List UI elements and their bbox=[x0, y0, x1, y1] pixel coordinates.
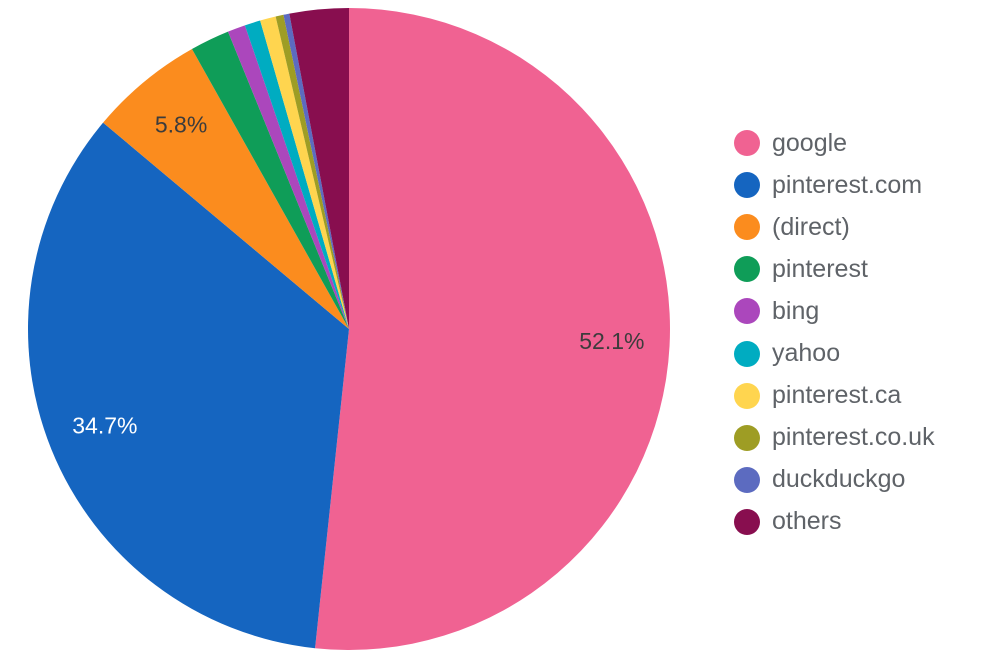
pie-slice-others bbox=[289, 8, 349, 329]
legend-swatch-icon bbox=[734, 256, 760, 283]
legend-item: yahoo bbox=[734, 332, 935, 374]
legend-label: (direct) bbox=[772, 212, 850, 241]
legend-swatch-icon bbox=[734, 214, 760, 241]
legend-swatch-icon bbox=[734, 130, 760, 157]
legend-label: google bbox=[772, 128, 848, 157]
legend-label: bing bbox=[772, 296, 820, 325]
legend-item: pinterest.ca bbox=[734, 375, 935, 417]
pie-slice-pinterest bbox=[191, 31, 349, 330]
legend-label: yahoo bbox=[772, 339, 841, 368]
legend-item: pinterest.com bbox=[734, 164, 935, 206]
pie-slice-pinterest-co-uk bbox=[275, 14, 349, 329]
pie-slice-google bbox=[315, 8, 671, 651]
pie-slice-bing bbox=[228, 25, 349, 329]
chart-legend: google pinterest.com (direct) pinterest bing… bbox=[734, 122, 935, 543]
legend-swatch-icon bbox=[734, 466, 760, 493]
legend-item: google bbox=[734, 122, 935, 164]
legend-item: bing bbox=[734, 290, 935, 332]
legend-item: duckduckgo bbox=[734, 459, 935, 501]
legend-swatch-icon bbox=[734, 340, 760, 367]
legend-item: others bbox=[734, 501, 935, 543]
legend-item: pinterest bbox=[734, 248, 935, 290]
legend-label: pinterest.com bbox=[772, 170, 923, 199]
legend-label: pinterest.co.uk bbox=[772, 423, 935, 452]
legend-swatch-icon bbox=[734, 508, 760, 535]
legend-swatch-icon bbox=[734, 424, 760, 451]
legend-swatch-icon bbox=[734, 382, 760, 409]
pie-slice-direct bbox=[103, 49, 349, 329]
legend-swatch-icon bbox=[734, 172, 760, 199]
pie-slice-pinterest-ca bbox=[260, 16, 349, 330]
slice-data-label: 34.7% bbox=[72, 413, 137, 439]
legend-label: pinterest bbox=[772, 254, 868, 283]
legend-label: others bbox=[772, 507, 842, 536]
pie-slice-pinterest-com bbox=[27, 122, 350, 649]
slice-data-label: 5.8% bbox=[155, 111, 207, 137]
legend-item: (direct) bbox=[734, 206, 935, 248]
legend-label: duckduckgo bbox=[772, 465, 906, 494]
legend-label: pinterest.ca bbox=[772, 381, 902, 410]
pie-slice-duckduckgo bbox=[283, 13, 349, 330]
slice-data-label: 52.1% bbox=[579, 328, 644, 354]
legend-item: pinterest.co.uk bbox=[734, 417, 935, 459]
legend-swatch-icon bbox=[734, 298, 760, 325]
pie-slice-yahoo bbox=[244, 20, 349, 330]
